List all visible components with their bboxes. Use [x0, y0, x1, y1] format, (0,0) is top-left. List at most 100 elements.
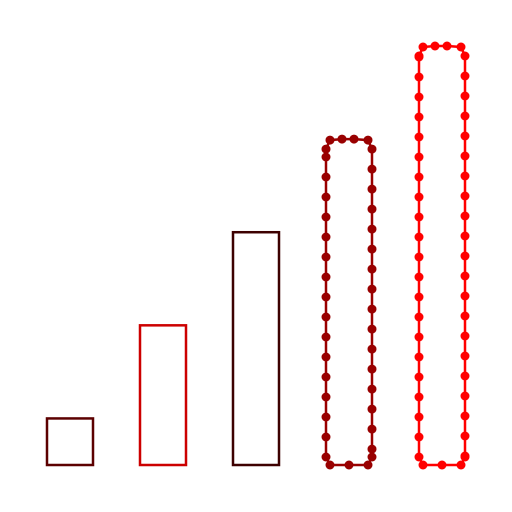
bar-marker [321, 152, 331, 162]
bar-marker [321, 212, 331, 222]
bar-marker [437, 460, 447, 470]
bar-group [231, 230, 281, 467]
bar-marker [363, 135, 373, 145]
bar-marker [367, 284, 377, 294]
bar-marker [418, 460, 428, 470]
bar-marker [414, 51, 424, 61]
bar-marker [414, 312, 424, 322]
bar-marker [460, 291, 470, 301]
bar-marker [442, 41, 452, 51]
bar-marker [414, 392, 424, 402]
bar-marker [460, 431, 470, 441]
bar-marker [367, 224, 377, 234]
bar-marker [456, 42, 466, 52]
bar [324, 137, 374, 467]
bar-marker [460, 191, 470, 201]
bar-marker [325, 135, 335, 145]
bar-marker [414, 332, 424, 342]
bar-group [321, 134, 377, 470]
bar-marker [349, 134, 359, 144]
bar-marker [321, 292, 331, 302]
bar-marker [367, 364, 377, 374]
bar-marker [414, 292, 424, 302]
bar [45, 417, 95, 467]
bar-marker [367, 424, 377, 434]
bar-marker [460, 231, 470, 241]
bar-marker [460, 171, 470, 181]
bar-group [414, 41, 470, 470]
bar-marker [367, 444, 377, 454]
bar-marker [460, 211, 470, 221]
bar-marker [414, 132, 424, 142]
bar-marker [460, 452, 470, 462]
bar-marker [367, 184, 377, 194]
bars-layer [45, 41, 470, 470]
bar-marker [321, 392, 331, 402]
bar-marker [321, 452, 331, 462]
bar-marker [414, 452, 424, 462]
bar-group [45, 417, 95, 467]
bar-marker [321, 192, 331, 202]
bar-marker [321, 252, 331, 262]
bar-marker [321, 352, 331, 362]
bar-marker [367, 384, 377, 394]
bar-marker [321, 172, 331, 182]
bar-marker [367, 344, 377, 354]
bar-marker [337, 134, 347, 144]
bar-marker [418, 42, 428, 52]
bar-marker [460, 131, 470, 141]
bar-marker [414, 232, 424, 242]
bar-marker [414, 192, 424, 202]
bar-marker [325, 460, 335, 470]
bar-marker [460, 251, 470, 261]
bar-marker [367, 404, 377, 414]
bar-marker [363, 460, 373, 470]
bar-marker [367, 164, 377, 174]
bar-marker [414, 152, 424, 162]
bar-marker [414, 92, 424, 102]
bar [231, 230, 281, 467]
bar-marker [414, 72, 424, 82]
bar-marker [456, 460, 466, 470]
bar-marker [414, 252, 424, 262]
bar-marker [414, 112, 424, 122]
bar-marker [414, 412, 424, 422]
bar-marker [460, 371, 470, 381]
bar-marker [414, 352, 424, 362]
bar-marker [460, 331, 470, 341]
bar-marker [460, 151, 470, 161]
bar-marker [414, 272, 424, 282]
bar-marker [321, 412, 331, 422]
bar-marker [414, 172, 424, 182]
bar-marker [460, 351, 470, 361]
bar-marker [321, 272, 331, 282]
bar-marker [460, 311, 470, 321]
bar [138, 324, 188, 467]
bar-marker [321, 372, 331, 382]
bar-marker [367, 244, 377, 254]
bar-marker [460, 391, 470, 401]
bar-marker [367, 204, 377, 214]
bar-marker [414, 372, 424, 382]
bar-marker [460, 271, 470, 281]
bar-marker [460, 91, 470, 101]
bar-marker [321, 312, 331, 322]
bar-marker [321, 232, 331, 242]
bar-marker [460, 111, 470, 121]
bar-marker [321, 432, 331, 442]
bar-marker [367, 324, 377, 334]
bar-marker [430, 41, 440, 51]
bar-marker [367, 452, 377, 462]
bar-marker [414, 212, 424, 222]
bar-marker [321, 332, 331, 342]
bar-marker [460, 71, 470, 81]
bar-group [138, 324, 188, 467]
bar-marker [460, 51, 470, 61]
bar-marker [367, 264, 377, 274]
bar-marker [367, 144, 377, 154]
bar-marker [321, 144, 331, 154]
bar-marker [414, 432, 424, 442]
bar [417, 44, 467, 467]
